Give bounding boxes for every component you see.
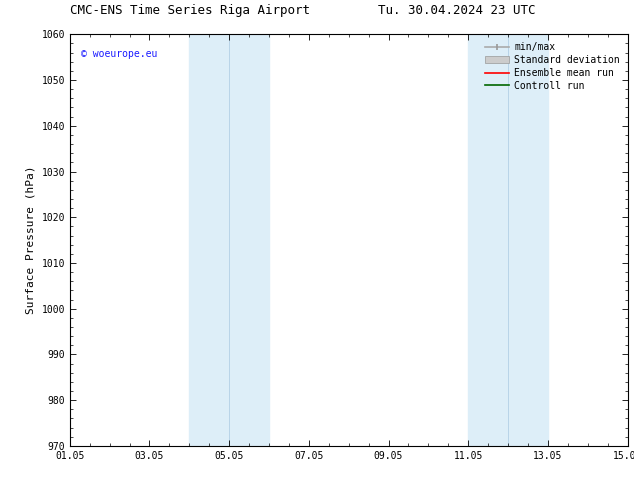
Text: CMC-ENS Time Series Riga Airport: CMC-ENS Time Series Riga Airport — [70, 4, 310, 17]
Bar — [469, 34, 548, 446]
Text: Tu. 30.04.2024 23 UTC: Tu. 30.04.2024 23 UTC — [378, 4, 535, 17]
Legend: min/max, Standard deviation, Ensemble mean run, Controll run: min/max, Standard deviation, Ensemble me… — [482, 39, 623, 94]
Bar — [190, 34, 269, 446]
Text: © woeurope.eu: © woeurope.eu — [81, 49, 157, 59]
Y-axis label: Surface Pressure (hPa): Surface Pressure (hPa) — [26, 166, 36, 315]
